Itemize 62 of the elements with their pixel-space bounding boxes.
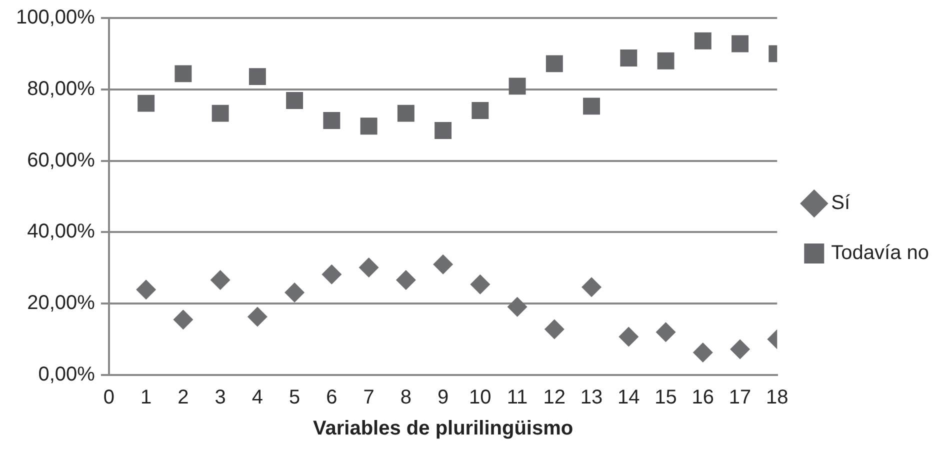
point	[692, 342, 713, 363]
legend-label: Todavía no	[831, 242, 930, 264]
point	[210, 270, 230, 290]
point	[173, 310, 194, 330]
point	[618, 326, 639, 347]
point	[730, 339, 750, 360]
x-tick-label: 7	[363, 386, 374, 409]
point	[248, 68, 266, 86]
point	[546, 55, 563, 72]
x-tick-label: 4	[252, 386, 264, 409]
point	[323, 112, 340, 129]
point	[732, 35, 749, 52]
x-tick-label: 13	[580, 386, 603, 409]
x-tick-label: 1	[140, 386, 152, 409]
x-tick-label: 10	[469, 386, 492, 409]
point	[136, 280, 156, 300]
point	[656, 322, 676, 342]
x-tick-label: 8	[400, 386, 412, 409]
y-tick-label: 100,00%	[16, 6, 96, 29]
point	[138, 94, 155, 112]
point	[582, 277, 602, 298]
point	[694, 32, 712, 50]
legend-label: Sí	[831, 192, 850, 214]
y-tick-label: 40,00%	[27, 220, 96, 243]
point	[470, 274, 490, 294]
x-tick-label: 12	[543, 386, 566, 409]
point	[212, 104, 229, 122]
x-tick-label: 6	[326, 386, 338, 409]
point	[620, 50, 638, 66]
y-tick-label: 20,00%	[27, 292, 96, 314]
point	[322, 264, 342, 284]
point	[284, 282, 305, 303]
point	[396, 270, 416, 290]
x-tick-label: 18	[766, 386, 788, 409]
point	[472, 102, 489, 119]
y-tick-label: 0,00%	[38, 364, 96, 386]
point	[508, 78, 526, 95]
x-axis-title: Variables de plurilingüismo	[313, 418, 574, 440]
x-tick-label: 2	[178, 386, 189, 409]
x-tick-label: 3	[214, 386, 226, 409]
point	[657, 52, 674, 70]
point	[286, 92, 304, 109]
x-tick-label: 9	[437, 386, 449, 409]
point	[433, 254, 454, 274]
x-tick-label: 0	[103, 386, 115, 409]
point	[360, 118, 378, 135]
point	[544, 319, 564, 340]
point	[507, 296, 528, 317]
x-tick-label: 14	[618, 386, 640, 409]
point	[358, 258, 379, 278]
y-tick-label: 80,00%	[27, 78, 96, 100]
x-tick-label: 5	[289, 386, 300, 409]
x-tick-label: 15	[654, 386, 677, 409]
point	[174, 65, 192, 82]
y-tick-label: 60,00%	[27, 149, 96, 172]
x-tick-label: 16	[692, 386, 714, 409]
point	[397, 104, 414, 122]
point	[583, 98, 600, 115]
point	[434, 122, 452, 139]
x-tick-label: 17	[728, 386, 752, 409]
x-tick-label: 11	[506, 386, 528, 409]
point	[247, 306, 268, 327]
